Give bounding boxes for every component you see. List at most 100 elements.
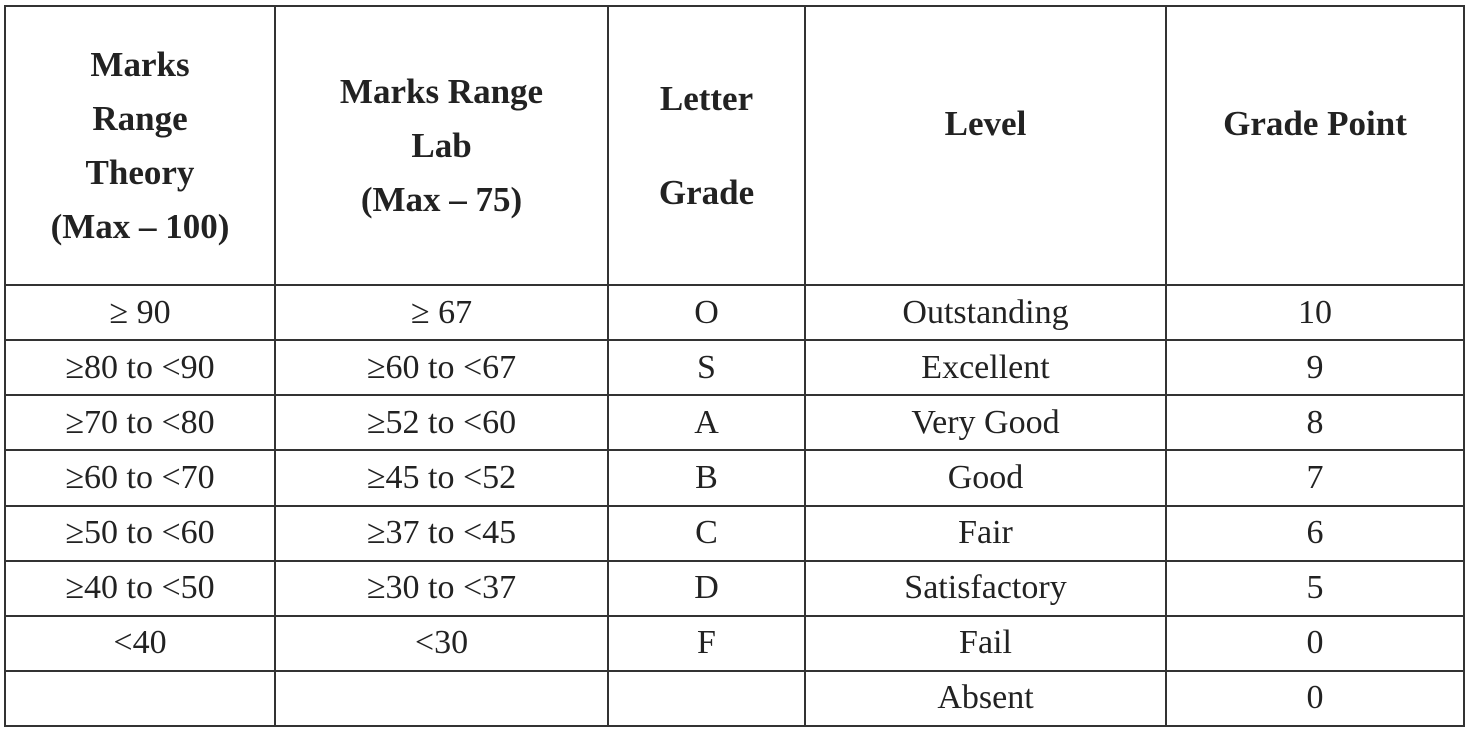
body-cell: <40 xyxy=(4,614,276,672)
body-cell: ≥37 to <45 xyxy=(274,504,609,562)
cell-text: ≥60 to <67 xyxy=(366,348,517,386)
body-cell: ≥60 to <70 xyxy=(4,449,276,507)
header-line: Marks Range xyxy=(339,71,544,111)
body-cell: ≥60 to <67 xyxy=(274,339,609,397)
body-cell: ≥ 90 xyxy=(4,283,276,342)
header-line: Grade xyxy=(658,172,755,212)
header-line: Letter xyxy=(659,78,754,118)
cell-text: ≥52 to <60 xyxy=(366,403,517,441)
body-cell: Good xyxy=(804,449,1167,507)
body-cell: Absent xyxy=(804,669,1167,728)
cell-text: 9 xyxy=(1306,348,1324,386)
grade-table: Marks Range Theory (Max – 100) Marks Range La… xyxy=(4,5,1465,728)
cell-text: S xyxy=(697,348,716,386)
header-line: (Max – 100) xyxy=(50,206,230,246)
cell-text: A xyxy=(694,403,719,441)
cell-text: Fail xyxy=(959,624,1012,662)
cell-text: ≥60 to <70 xyxy=(65,458,215,496)
cell-text: 0 xyxy=(1306,624,1324,662)
body-cell: S xyxy=(607,339,806,397)
table-body: ≥ 90 ≥ 67 O Outstanding 10 ≥80 to <90 ≥60 to <… xyxy=(4,283,1465,728)
header-cell: Marks Range Theory (Max – 100) xyxy=(4,5,276,286)
cell-text: 5 xyxy=(1306,569,1324,607)
body-cell: B xyxy=(607,449,806,507)
cell-text: ≥70 to <80 xyxy=(65,403,215,441)
cell-text: Very Good xyxy=(911,403,1060,441)
body-cell: F xyxy=(607,614,806,672)
body-cell: ≥52 to <60 xyxy=(274,394,609,452)
cell-text: Excellent xyxy=(921,348,1050,386)
body-row: ≥ 90 ≥ 67 O Outstanding 10 xyxy=(4,283,1465,342)
body-cell xyxy=(607,669,806,728)
body-cell: Fail xyxy=(804,614,1167,672)
body-cell: ≥30 to <37 xyxy=(274,559,609,617)
body-cell: 8 xyxy=(1165,394,1465,452)
body-cell: <30 xyxy=(274,614,609,672)
body-cell: 0 xyxy=(1165,614,1465,672)
cell-text: O xyxy=(694,293,719,331)
body-row: ≥80 to <90 ≥60 to <67 S Excellent 9 xyxy=(4,339,1465,397)
body-row: ≥70 to <80 ≥52 to <60 A Very Good 8 xyxy=(4,394,1465,452)
header-cell: Letter Grade xyxy=(607,5,806,286)
body-cell: ≥80 to <90 xyxy=(4,339,276,397)
grade-table-container: Marks Range Theory (Max – 100) Marks Range La… xyxy=(4,5,1465,728)
body-cell: ≥ 67 xyxy=(274,283,609,342)
cell-text: Fair xyxy=(958,514,1013,552)
body-cell: Satisfactory xyxy=(804,559,1167,617)
header-line: Theory xyxy=(85,152,195,192)
cell-text: Outstanding xyxy=(902,293,1069,331)
body-cell: 7 xyxy=(1165,449,1465,507)
cell-text: 7 xyxy=(1306,458,1324,496)
body-cell: Excellent xyxy=(804,339,1167,397)
cell-text: ≥45 to <52 xyxy=(366,458,517,496)
cell-text: Good xyxy=(947,458,1024,496)
body-cell: ≥50 to <60 xyxy=(4,504,276,562)
body-cell: 5 xyxy=(1165,559,1465,617)
cell-text: ≥ 67 xyxy=(410,293,473,331)
header-cell: Grade Point xyxy=(1165,5,1465,286)
header-cell: Marks Range Lab (Max – 75) xyxy=(274,5,609,286)
body-row: ≥40 to <50 ≥30 to <37 D Satisfactory 5 xyxy=(4,559,1465,617)
cell-text: 6 xyxy=(1306,514,1324,552)
cell-text: ≥50 to <60 xyxy=(65,514,215,552)
body-cell: ≥70 to <80 xyxy=(4,394,276,452)
cell-text: Absent xyxy=(937,679,1034,717)
table-header: Marks Range Theory (Max – 100) Marks Range La… xyxy=(4,5,1465,286)
body-row: ≥60 to <70 ≥45 to <52 B Good 7 xyxy=(4,449,1465,507)
cell-text: 0 xyxy=(1306,679,1324,717)
header-line: Level xyxy=(944,104,1027,143)
body-cell: 6 xyxy=(1165,504,1465,562)
header-line: Grade Point xyxy=(1223,104,1407,143)
cell-text: D xyxy=(694,569,719,607)
body-cell: Outstanding xyxy=(804,283,1167,342)
cell-text: ≥37 to <45 xyxy=(366,514,517,552)
body-cell: 9 xyxy=(1165,339,1465,397)
cell-text: B xyxy=(695,458,718,496)
body-cell: O xyxy=(607,283,806,342)
body-row: Absent 0 xyxy=(4,669,1465,728)
body-cell: ≥40 to <50 xyxy=(4,559,276,617)
cell-text: ≥40 to <50 xyxy=(65,569,215,607)
cell-text: ≥30 to <37 xyxy=(366,569,517,607)
cell-text: <40 xyxy=(113,624,167,662)
body-cell xyxy=(274,669,609,728)
cell-text: Satisfactory xyxy=(904,569,1067,607)
body-cell: Very Good xyxy=(804,394,1167,452)
header-cell: Level xyxy=(804,5,1167,286)
body-cell: C xyxy=(607,504,806,562)
cell-text: ≥80 to <90 xyxy=(65,348,215,386)
header-line: Range xyxy=(92,98,188,138)
cell-text: <30 xyxy=(414,624,469,662)
body-row: <40 <30 F Fail 0 xyxy=(4,614,1465,672)
body-row: ≥50 to <60 ≥37 to <45 C Fair 6 xyxy=(4,504,1465,562)
body-cell: A xyxy=(607,394,806,452)
header-line: Lab xyxy=(411,125,472,165)
cell-text: 8 xyxy=(1306,403,1324,441)
body-cell: Fair xyxy=(804,504,1167,562)
body-cell: D xyxy=(607,559,806,617)
header-line: Marks xyxy=(90,44,190,84)
cell-text: 10 xyxy=(1298,293,1332,331)
header-row: Marks Range Theory (Max – 100) Marks Range La… xyxy=(4,5,1465,286)
cell-text: F xyxy=(697,624,716,662)
